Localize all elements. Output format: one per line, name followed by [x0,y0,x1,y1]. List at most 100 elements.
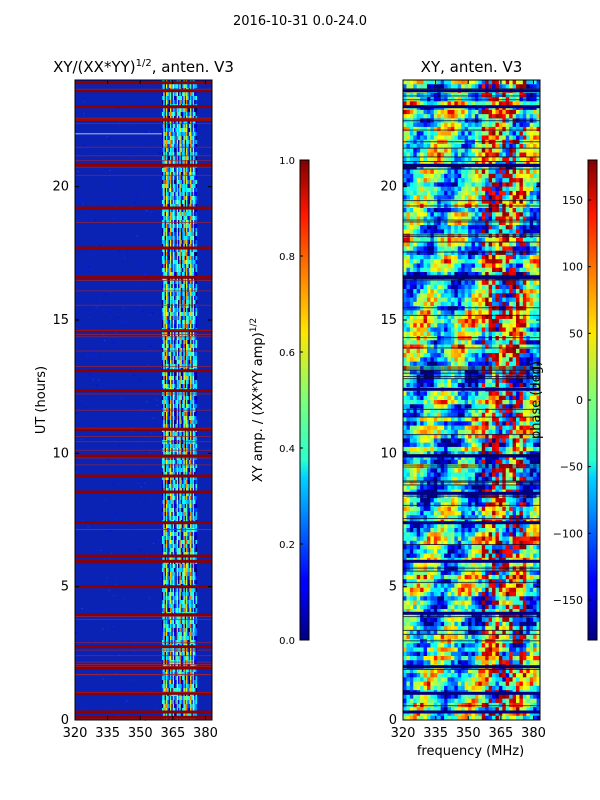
amplitude-band-cell [182,512,184,517]
amplitude-band-cell [190,84,192,89]
phase-cell [495,131,500,136]
amplitude-band-cell [163,252,165,257]
amplitude-band-cell [187,444,190,449]
amplitude-band-cell [186,604,188,609]
amplitude-band-cell [182,452,184,457]
amplitude-band-cell [195,684,198,689]
amplitude-band-cell [186,312,188,317]
amplitude-band-cell [186,636,188,641]
amplitude-noise-speck [84,407,87,409]
amplitude-noise-speck [95,607,97,609]
phase-cell [505,80,510,85]
amplitude-band-cell [161,352,164,357]
amplitude-band-cell [188,128,191,133]
phase-cell [416,109,421,115]
amplitude-band-cell [186,632,188,637]
amplitude-band-cell [184,260,187,265]
amplitude-band-cell [178,412,180,417]
amplitude-band-cell [187,152,190,157]
amplitude-band-cell [192,636,195,641]
amplitude-band-cell [178,544,180,549]
amplitude-band-cell [179,576,182,581]
amplitude-band-cell [176,224,179,229]
amplitude-band-cell [167,168,169,173]
phase-cell [516,84,520,89]
amplitude-band-cell [161,112,164,117]
amplitude-band-cell [191,616,194,621]
amplitude-band-cell [161,412,164,417]
phase-cell [447,80,452,85]
amplitude-band-cell [167,688,169,693]
amplitude-band-cell [191,700,194,705]
amplitude-band-cell [191,356,194,361]
amplitude-band-cell [167,216,169,221]
amplitude-band-cell [191,580,194,585]
amplitude-band-cell [163,396,165,401]
amplitude-band-cell [184,252,187,257]
amplitude-band-cell [179,640,182,645]
amplitude-band-cell [170,636,172,641]
amplitude-band-cell [184,440,187,445]
amplitude-band-cell [183,496,186,501]
amplitude-noise-speck [155,687,158,689]
amplitude-band-cell [195,492,198,497]
amplitude-band-cell [168,400,171,405]
amplitude-band-cell [179,628,182,633]
amplitude-band-cell [167,704,169,709]
amplitude-band-cell [164,704,167,709]
amplitude-band-cell [166,176,168,181]
amplitude-band-cell [178,536,180,541]
amplitude-band-cell [175,476,178,481]
amplitude-band-cell [176,156,179,161]
amplitude-band-cell [179,600,182,605]
amplitude-band-cell [167,144,169,149]
phase-cell [495,122,500,128]
amplitude-band-cell [171,580,173,585]
amplitude-band-cell [161,180,164,185]
amplitude-band-cell [168,632,171,637]
amplitude-band-cell [179,348,182,353]
amplitude-noise-speck [112,483,115,485]
amplitude-band-cell [166,492,168,497]
amplitude-band-cell [182,504,184,509]
amplitude-band-cell [164,256,167,261]
amplitude-band-cell [184,512,187,517]
amplitude-band-cell [163,248,165,253]
amplitude-band-cell [194,268,196,273]
amplitude-band-cell [161,564,164,569]
amplitude-band-cell [184,136,187,141]
amplitude-band-cell [171,688,173,693]
amplitude-flag-line [75,642,212,644]
amplitude-band-cell [178,144,180,149]
amplitude-band-cell [170,176,172,181]
amplitude-band-cell [175,444,178,449]
amplitude-band-cell [191,504,194,509]
amplitude-noise-speck [83,178,85,180]
phase-cell [430,109,435,115]
amplitude-band-cell [194,480,196,485]
amplitude-band-cell [192,152,195,157]
amplitude-band-cell [167,640,169,645]
amplitude-band-cell [175,504,178,509]
phase-cell [505,122,510,128]
amplitude-band-cell [179,604,182,609]
amplitude-band-cell [175,596,178,601]
amplitude-band-cell [195,308,198,313]
amplitude-band-cell [170,504,172,509]
amplitude-band-cell [164,176,167,181]
amplitude-noise-speck [140,407,142,409]
amplitude-band-cell [186,120,188,125]
amplitude-band-cell [163,204,165,209]
amplitude-flag-line [75,436,212,437]
amplitude-band-cell [164,696,167,701]
amplitude-band-cell [166,512,168,517]
amplitude-band-cell [194,332,196,337]
amplitude-band-cell [192,384,195,389]
amplitude-band-cell [182,100,184,105]
amplitude-band-cell [166,424,168,429]
amplitude-band-cell [190,468,192,473]
amplitude-band-cell [171,588,173,593]
amplitude-band-cell [194,588,196,593]
amplitude-band-cell [166,240,168,245]
amplitude-noise-speck [85,218,88,220]
